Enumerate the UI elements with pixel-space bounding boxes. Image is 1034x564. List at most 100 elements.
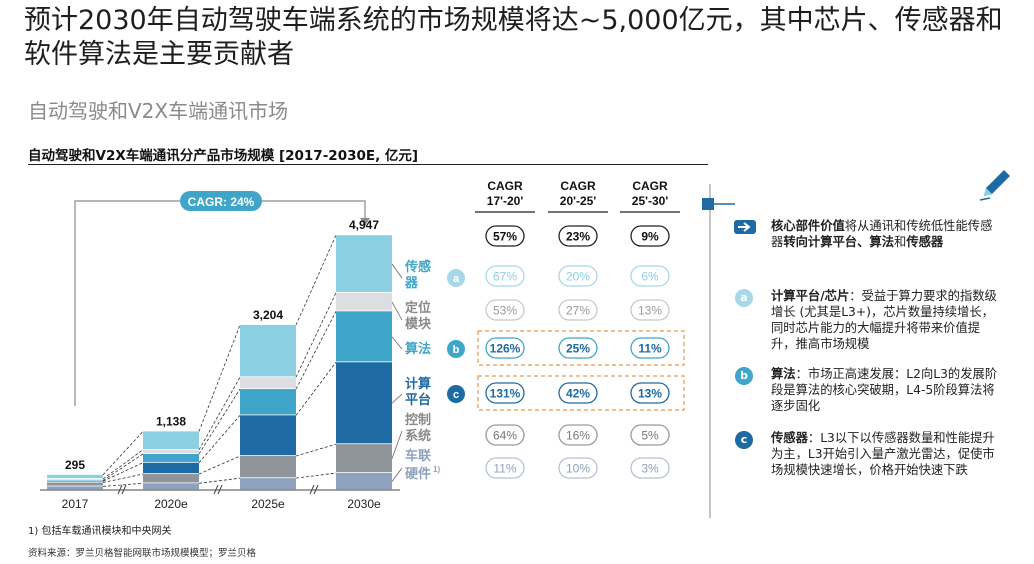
cagr-5-2-pill (630, 457, 670, 479)
total-label-2020e: 1,138 (156, 414, 186, 428)
insight-badge-c: c (735, 431, 753, 449)
connector-line (102, 473, 144, 483)
x-tick-2020e: 2020e (154, 497, 188, 511)
cagr-3-2: 13% (638, 387, 662, 401)
highlight-compute-row (477, 375, 685, 411)
cagr-header-1-1: 20'-25' (560, 194, 597, 208)
chart-title: 自动驾驶和V2X车端通讯分产品市场规模 [2017-2030E, 亿元] (28, 148, 419, 164)
insight-c-text: 传感器：L3以下以传感器数量和性能提升为主，L3开始引入量产激光雷达，促使市场规… (771, 430, 1001, 478)
x-tick-2030e: 2030e (347, 497, 381, 511)
highlight-algorithm-row (477, 330, 685, 366)
cagr-header-1-0: CAGR (560, 179, 596, 193)
cagr-2-2: 11% (638, 342, 662, 356)
connector-line (102, 453, 144, 481)
cagr-5-1: 10% (566, 462, 590, 476)
total-label-2017: 295 (65, 458, 85, 472)
bar-2017-车联硬件 (47, 486, 103, 490)
bar-2025e-传感器 (240, 324, 296, 377)
connector-line (198, 388, 241, 455)
cagr-header-2-1: 25'-30' (632, 194, 669, 208)
bar-totals: 295 1,138 3,204 4,947 (65, 218, 379, 472)
legend-leader-line (391, 430, 403, 459)
bar-2017-定位模块 (47, 478, 103, 480)
cagr-pill (180, 191, 262, 211)
cagr-4-2: 5% (641, 429, 659, 443)
axis-break-marks (117, 484, 319, 495)
bar-2025e-计算平台 (240, 415, 296, 456)
cagr-1-0: 53% (493, 304, 517, 318)
bar-2017-控制系统 (47, 482, 103, 486)
cagr-label: CAGR: 24% (188, 195, 255, 209)
legend-control-line1: 控制 (405, 412, 431, 427)
cagr-5-1-pill (558, 457, 598, 479)
cagr-header-2-0: CAGR (632, 179, 668, 193)
insight-b-text: 算法：市场正高速发展：L2向L3的发展阶段是算法的核心突破期，L4-5阶段算法将… (771, 366, 1001, 414)
cagr-2-1-pill (558, 337, 598, 359)
insight-core-bold3: 传感器 (906, 235, 944, 249)
legend-badge-b (447, 340, 465, 358)
cagr-4-0-pill (485, 424, 525, 446)
legend-v2x-footnote-mark: 1) (433, 465, 440, 474)
cagr-total-1-pill (558, 225, 598, 247)
total-label-2025e: 3,204 (253, 308, 283, 322)
bar-2020e-传感器 (143, 431, 199, 450)
bar-2017-计算平台 (47, 481, 103, 482)
legend-sensor-line1: 传感 (404, 259, 431, 274)
cagr-2-0: 126% (490, 342, 521, 356)
connector-line (295, 235, 337, 326)
cagr-3-0: 131% (490, 387, 521, 401)
insight-a-bold: 计算平台/芯片 (771, 289, 850, 303)
connector-line (198, 415, 241, 463)
connector-line (295, 292, 337, 378)
legend-leader-line (391, 467, 403, 482)
x-tick-2017: 2017 (62, 497, 89, 511)
legend-badge-c-label: c (453, 389, 459, 401)
bar-2020e-控制系统 (143, 474, 199, 483)
bar-2030e-定位模块 (336, 292, 392, 311)
legend-sensor-line2: 器 (404, 275, 419, 290)
legend-positioning-line2: 模块 (405, 316, 432, 331)
bar-2020e-算法 (143, 453, 199, 462)
insight-badge-a: a (735, 289, 753, 307)
bar-2025e-车联硬件 (240, 478, 296, 490)
cagr-0-2-pill (630, 265, 670, 287)
connector-line (295, 311, 337, 390)
connector-line (295, 443, 337, 457)
x-tick-2025e: 2025e (251, 497, 285, 511)
cagr-3-1-pill (558, 382, 598, 404)
bar-2030e-车联硬件 (336, 473, 392, 490)
connector-line (198, 455, 241, 475)
cagr-4-1-pill (558, 424, 598, 446)
legend-leader-line (391, 263, 403, 279)
x-tick-labels: 2017 2020e 2025e 2030e (62, 497, 381, 511)
bar-2020e-车联硬件 (143, 483, 199, 490)
cagr-4-1: 16% (566, 429, 590, 443)
cagr-2-1: 25% (566, 342, 590, 356)
legend-badge-a-label: a (453, 273, 460, 285)
connector-line (198, 324, 241, 432)
cagr-4-2-pill (630, 424, 670, 446)
cagr-arrowhead (360, 218, 370, 226)
legend-badge-c (447, 385, 465, 403)
cagr-5-0-pill (485, 457, 525, 479)
insight-c-bold: 传感器 (771, 431, 808, 445)
cagr-2-2-pill (630, 337, 670, 359)
arrow-right-icon (734, 220, 756, 234)
source-note: 资料来源：罗兰贝格智能网联市场规模模型；罗兰贝格 (28, 548, 257, 559)
pencil-icon (979, 170, 1010, 201)
legend-badge-b-label: b (453, 344, 460, 356)
cagr-0-1: 20% (566, 270, 590, 284)
bar-2020e-定位模块 (143, 449, 199, 454)
bar-2030e-控制系统 (336, 444, 392, 473)
cagr-2-0-pill (485, 337, 525, 359)
insight-badge-b: b (735, 367, 753, 385)
cagr-total-2: 9% (641, 230, 659, 244)
legend-leader-line (391, 393, 403, 404)
cagr-1-2: 13% (638, 304, 662, 318)
bar-2017-传感器 (47, 474, 103, 479)
bar-2025e-定位模块 (240, 377, 296, 389)
legend: 传感 器 a 定位 模块 算法 b 计算 平台 c 控制 系统 车联 硬件 1) (404, 259, 465, 481)
connector-line (102, 462, 144, 482)
